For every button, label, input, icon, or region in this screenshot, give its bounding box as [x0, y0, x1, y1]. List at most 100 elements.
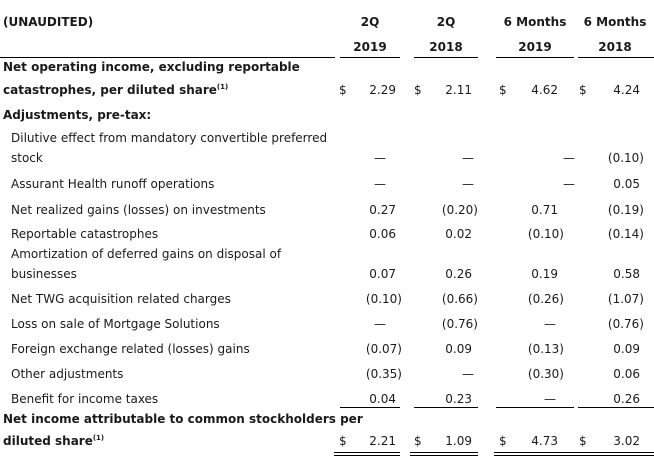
row-label: Net realized gains (losses) on investmen…	[11, 203, 266, 217]
row-value-col2: —	[462, 151, 474, 165]
currency-symbol: $	[499, 83, 507, 97]
row-value-col2: —	[462, 367, 474, 381]
row-value-col1: 0.06	[369, 227, 396, 241]
col-header-q2-2018-year: 2018	[429, 40, 463, 54]
total-double-rule-col2	[410, 452, 478, 453]
total-double-rule-col2b	[410, 455, 478, 456]
col-header-q2-2019-period: 2Q	[360, 15, 380, 29]
row-value-col3: (0.26)	[527, 292, 564, 306]
col-header-6m-2019-period: 6 Months	[503, 15, 567, 29]
net-income-value-col3: 4.73	[531, 434, 558, 448]
row-value-col2: 0.26	[445, 267, 472, 281]
currency-symbol: $	[499, 434, 507, 448]
footnote-marker: (1)	[92, 434, 105, 442]
row-value-col1: 0.04	[369, 392, 396, 406]
header-rule-col3	[496, 57, 574, 58]
currency-symbol: $	[414, 83, 422, 97]
row-label-line2: businesses	[11, 267, 77, 281]
row-label: Assurant Health runoff operations	[11, 177, 215, 191]
row-value-col4: (0.76)	[607, 317, 644, 331]
row-value-col1: —	[374, 177, 386, 191]
row-value-col1: 0.27	[369, 203, 396, 217]
row-value-col4: (0.10)	[607, 151, 644, 165]
row-value-col3: —	[544, 317, 556, 331]
total-double-rule-col3	[494, 452, 574, 453]
row-value-col2: (0.20)	[441, 203, 478, 217]
header-rule-label	[0, 57, 335, 58]
col-header-q2-2019-year: 2019	[353, 40, 387, 54]
subtotal-rule-col3	[496, 407, 574, 408]
header-rule-col4	[578, 57, 654, 58]
row-value-col4: 0.06	[613, 367, 640, 381]
row-value-col1: 0.07	[369, 267, 396, 281]
row-label-line1: Amortization of deferred gains on dispos…	[11, 247, 282, 261]
row-label: Net TWG acquisition related charges	[11, 292, 231, 306]
total-double-rule-col1	[334, 452, 400, 453]
net-income-label-line2: diluted share(1)	[3, 434, 105, 448]
row-value-col3: (0.10)	[527, 227, 564, 241]
currency-symbol: $	[579, 83, 587, 97]
row-value-col4: (0.19)	[607, 203, 644, 217]
row-value-col1: (0.35)	[365, 367, 402, 381]
currency-symbol: $	[579, 434, 587, 448]
adjustments-heading: Adjustments, pre-tax:	[3, 108, 152, 122]
net-income-label-line1: Net income attributable to common stockh…	[3, 412, 363, 426]
row-label: Foreign exchange related (losses) gains	[11, 342, 250, 356]
noi-label-line2: catastrophes, per diluted share(1)	[3, 83, 229, 97]
row-label: Loss on sale of Mortgage Solutions	[11, 317, 220, 331]
col-header-q2-2018-period: 2Q	[436, 15, 456, 29]
row-value-col2: —	[462, 177, 474, 191]
total-double-rule-col3b	[494, 455, 574, 456]
noi-value-col2: 2.11	[445, 83, 472, 97]
noi-value-col4: 4.24	[613, 83, 640, 97]
row-value-col3: —	[563, 151, 575, 165]
net-income-value-col2: 1.09	[445, 434, 472, 448]
row-label-line1: Dilutive effect from mandatory convertib…	[11, 131, 328, 145]
row-value-col3: (0.13)	[527, 342, 564, 356]
row-value-col4: 0.09	[613, 342, 640, 356]
footnote-marker: (1)	[216, 83, 229, 91]
row-value-col3: 0.71	[531, 203, 558, 217]
row-value-col2: 0.09	[445, 342, 472, 356]
currency-symbol: $	[339, 83, 347, 97]
row-value-col2: 0.02	[445, 227, 472, 241]
row-value-col1: (0.07)	[365, 342, 402, 356]
subtotal-rule-col2	[414, 407, 478, 408]
col-header-6m-2018-period: 6 Months	[583, 15, 647, 29]
row-label-line2: stock	[11, 151, 43, 165]
row-value-col2: (0.76)	[441, 317, 478, 331]
row-value-col4: 0.58	[613, 267, 640, 281]
row-value-col3: 0.19	[531, 267, 558, 281]
currency-symbol: $	[414, 434, 422, 448]
row-value-col4: (1.07)	[607, 292, 644, 306]
row-value-col2: 0.23	[445, 392, 472, 406]
row-value-col4: (0.14)	[607, 227, 644, 241]
subtotal-rule-col4	[578, 407, 654, 408]
subtotal-rule-col1	[340, 407, 400, 408]
row-value-col1: —	[374, 151, 386, 165]
row-value-col1: (0.10)	[365, 292, 402, 306]
row-value-col3: (0.30)	[527, 367, 564, 381]
total-double-rule-col1b	[334, 455, 400, 456]
col-header-6m-2019-year: 2019	[518, 40, 552, 54]
currency-symbol: $	[339, 434, 347, 448]
row-value-col1: —	[374, 317, 386, 331]
row-value-col4: 0.05	[613, 177, 640, 191]
row-value-col3: —	[544, 392, 556, 406]
row-value-col4: 0.26	[613, 392, 640, 406]
row-label: Other adjustments	[11, 367, 124, 381]
net-income-value-col4: 3.02	[613, 434, 640, 448]
noi-label-line1: Net operating income, excluding reportab…	[3, 60, 300, 74]
row-value-col2: (0.66)	[441, 292, 478, 306]
row-value-col3: —	[563, 177, 575, 191]
noi-value-col1: 2.29	[369, 83, 396, 97]
noi-value-col3: 4.62	[531, 83, 558, 97]
net-income-value-col1: 2.21	[369, 434, 396, 448]
row-label: Benefit for income taxes	[11, 392, 159, 406]
total-double-rule-col4b	[574, 455, 654, 456]
col-header-6m-2018-year: 2018	[598, 40, 632, 54]
header-rule-col2	[414, 57, 478, 58]
header-rule-col1	[340, 57, 400, 58]
table-header-label: (UNAUDITED)	[3, 15, 94, 29]
total-double-rule-col4	[574, 452, 654, 453]
